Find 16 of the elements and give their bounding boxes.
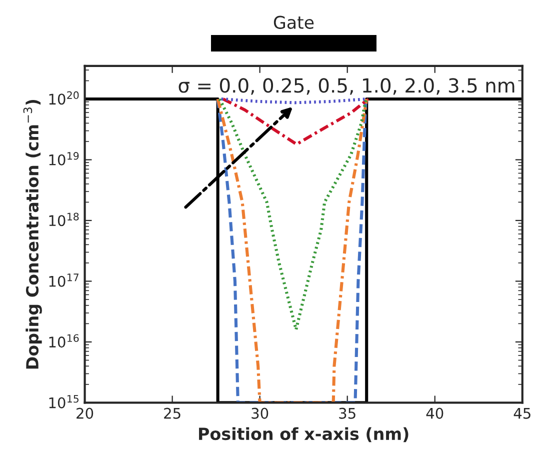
x-axis-title: Position of x-axis (nm): [199, 427, 408, 442]
x-tick-label: 35: [339, 408, 356, 419]
text: Gate: [274, 16, 314, 29]
annotation: σ = 0.0, 0.25, 0.5, 1.0, 2.0, 3.5 nm: [178, 78, 514, 95]
x-tick-label: 20: [76, 408, 94, 419]
y-tick-label: 10$^{15}$: [49, 395, 78, 408]
x-tick-label: 30: [252, 408, 268, 419]
x-tick-label: 25: [164, 408, 180, 419]
y-axis-title: Doping Concentration (cm$^{−3}$): [23, 100, 42, 369]
y-tick-label: 10$^{16}$: [49, 334, 79, 348]
x-tick-label: 40: [426, 408, 444, 419]
y-tick-label: 10$^{20}$: [49, 91, 79, 105]
x-tick-label: 45: [514, 408, 530, 419]
y-tick-label: 10$^{18}$: [49, 212, 79, 226]
y-tick-label: 10$^{19}$: [49, 152, 79, 166]
y-tick-label: 10$^{17}$: [49, 274, 79, 287]
